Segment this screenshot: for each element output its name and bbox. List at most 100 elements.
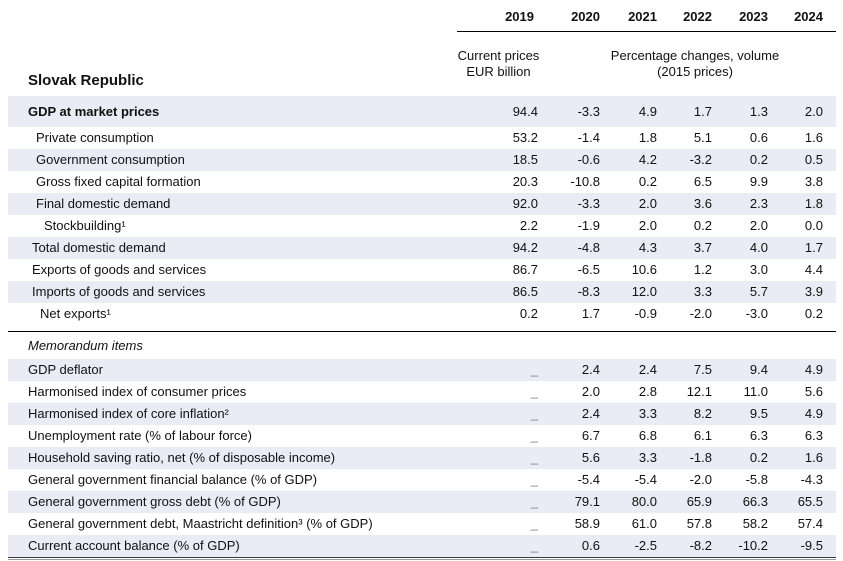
year-header: 2022: [657, 0, 712, 32]
table-row: Stockbuilding¹ 2.2 -1.9 2.0 0.2 2.0 0.0: [8, 215, 836, 237]
value-cell: 1.6: [804, 129, 823, 145]
value-cell: 2.0: [768, 95, 823, 127]
value-cell: 10.6: [631, 261, 657, 277]
value-cell: _: [457, 358, 540, 381]
value-cell: -2.5: [600, 534, 657, 557]
row-label: Private consumption: [36, 129, 154, 145]
value-cell: 92.0: [457, 192, 540, 215]
label-column-header: [8, 0, 457, 32]
row-spacer: [823, 490, 836, 513]
value-cell: 3.7: [657, 236, 712, 259]
value-cell: 6.7: [581, 427, 600, 443]
value-cell: _: [530, 515, 538, 531]
value-cell: _: [457, 534, 540, 557]
page-title: Slovak Republic: [28, 71, 144, 89]
row-label: Harmonised index of core inflation²: [8, 402, 457, 425]
value-cell: 3.3: [657, 280, 712, 303]
table-body: GDP at market prices 94.4 -3.3 4.9 1.7 1.3 2.0…: [8, 95, 836, 557]
table-row: Household saving ratio, net (% of dispos…: [8, 446, 836, 469]
value-cell: 0.5: [768, 148, 823, 171]
value-cell: -8.3: [540, 280, 600, 303]
caption-line: EUR billion: [466, 63, 531, 79]
value-cell: 2.3: [712, 192, 768, 215]
value-cell: 0.2: [519, 305, 538, 321]
table-row: General government debt, Maastricht defi…: [8, 513, 836, 535]
current-prices-caption: Current prices EUR billion: [457, 32, 540, 96]
value-cell: 4.9: [768, 358, 823, 381]
row-spacer: [823, 513, 836, 535]
value-cell: 53.2: [512, 129, 538, 145]
value-cell: 1.3: [712, 95, 768, 127]
table-row: Total domestic demand 94.2 -4.8 4.3 3.7 4.0 1.…: [8, 236, 836, 259]
row-label: Total domestic demand: [8, 236, 457, 259]
value-cell: 1.7: [581, 305, 600, 321]
row-label: Household saving ratio, net (% of dispos…: [8, 446, 457, 469]
value-cell: -5.4: [634, 471, 657, 487]
value-cell: 5.6: [804, 383, 823, 399]
year-header: 2020: [540, 0, 600, 32]
row-label: Current account balance (% of GDP): [8, 534, 457, 557]
value-cell: 2.0: [749, 217, 768, 233]
value-cell: -10.8: [570, 173, 600, 189]
years-header-row: 2019 2020 2021 2022 2023 2024: [8, 0, 836, 32]
memorandum-section-label: Memorandum items: [8, 330, 836, 359]
value-cell: 6.5: [693, 173, 712, 189]
value-cell: 2.4: [600, 358, 657, 381]
value-cell: 61.0: [631, 515, 657, 531]
value-cell: 7.5: [657, 358, 712, 381]
value-cell: -6.5: [577, 261, 600, 277]
value-cell: 0.0: [804, 217, 823, 233]
caption-line: Percentage changes, volume: [610, 47, 780, 63]
value-cell: -4.8: [540, 236, 600, 259]
row-label: Gross fixed capital formation: [36, 173, 201, 189]
row-label: Imports of goods and services: [8, 280, 457, 303]
value-cell: -5.8: [745, 471, 768, 487]
row-spacer: [823, 303, 836, 325]
value-cell: 94.2: [457, 236, 540, 259]
year-header: 2023: [712, 0, 768, 32]
table-row: General government gross debt (% of GDP)…: [8, 490, 836, 513]
row-spacer: [823, 425, 836, 447]
value-cell: 0.6: [749, 129, 768, 145]
row-spacer: [823, 236, 836, 259]
value-cell: 20.3: [512, 173, 538, 189]
row-label: General government debt, Maastricht defi…: [28, 515, 373, 531]
value-cell: 94.4: [457, 95, 540, 127]
value-cell: 57.8: [686, 515, 712, 531]
value-cell: 0.6: [540, 534, 600, 557]
value-cell: 9.9: [749, 173, 768, 189]
caption-row: Slovak Republic Current prices EUR billi…: [8, 32, 836, 96]
value-cell: 2.0: [638, 217, 657, 233]
row-label: Government consumption: [8, 148, 457, 171]
value-cell: -2.0: [689, 471, 712, 487]
row-label: Final domestic demand: [8, 192, 457, 215]
value-cell: -3.0: [745, 305, 768, 321]
value-cell: _: [457, 446, 540, 469]
section-gap: [8, 324, 836, 331]
value-cell: 65.9: [657, 490, 712, 513]
header-spacer: [823, 0, 836, 32]
table-row: Unemployment rate (% of labour force) _ 6.…: [8, 425, 836, 447]
table-row: Imports of goods and services 86.5 -8.3 12.…: [8, 280, 836, 303]
value-cell: 1.2: [693, 261, 712, 277]
value-cell: 0.2: [712, 446, 768, 469]
caption-line: Current prices: [457, 47, 540, 63]
table-row: Private consumption 53.2 -1.4 1.8 5.1 0.6 1.6: [8, 127, 836, 149]
value-cell: 12.1: [686, 383, 712, 399]
value-cell: 3.3: [600, 402, 657, 425]
table-row: Exports of goods and services 86.7 -6.5 10.…: [8, 259, 836, 281]
value-cell: 1.8: [768, 192, 823, 215]
value-cell: 58.9: [574, 515, 600, 531]
value-cell: 12.0: [600, 280, 657, 303]
row-label: Stockbuilding¹: [44, 217, 126, 233]
value-cell: 2.4: [540, 358, 600, 381]
row-label: GDP at market prices: [8, 95, 457, 127]
value-cell: 11.0: [743, 383, 768, 399]
value-cell: 2.2: [519, 217, 538, 233]
row-spacer: [823, 381, 836, 403]
value-cell: 4.4: [804, 261, 823, 277]
value-cell: 9.4: [712, 358, 768, 381]
value-cell: 4.9: [600, 95, 657, 127]
row-spacer: [823, 148, 836, 171]
row-spacer: [823, 259, 836, 281]
